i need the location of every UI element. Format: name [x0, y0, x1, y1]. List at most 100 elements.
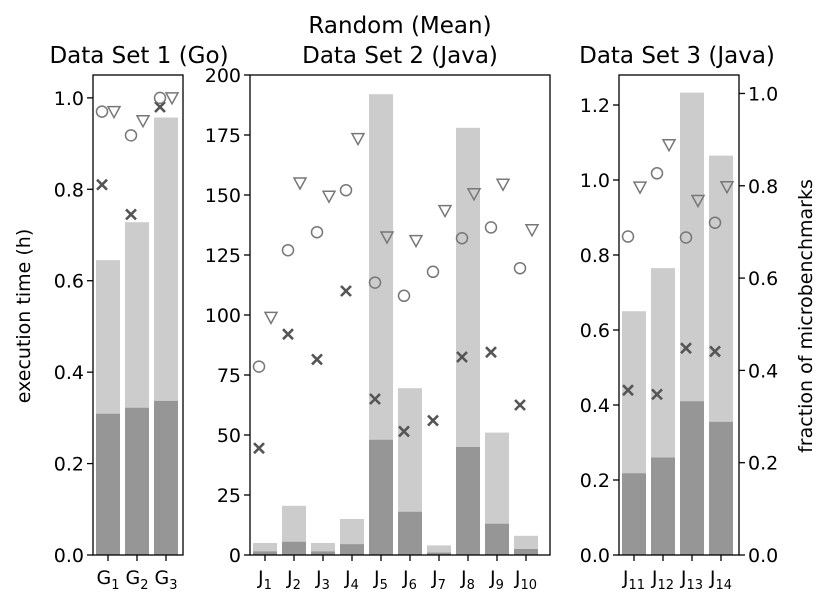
- y-tick-label: 200: [205, 65, 241, 87]
- marker-triangle: [466, 188, 482, 202]
- marker-circle: [252, 360, 266, 373]
- marker-x: [398, 425, 410, 438]
- x-tick-label: J14: [709, 567, 732, 593]
- x-tick-subscript: 1: [264, 578, 272, 593]
- y-tick-label: 50: [217, 425, 241, 447]
- panel-1: 0.00.20.40.60.81.0G1 G2 G3: [54, 74, 184, 593]
- marker-x: [514, 399, 526, 411]
- panel-1-title: Data Set 1 (Go): [49, 43, 228, 69]
- y-tick-label: 75: [217, 365, 241, 387]
- marker-triangle: [135, 114, 151, 129]
- x-tick-base: J: [680, 567, 687, 589]
- x-tick-base: J: [622, 567, 629, 589]
- y-tick-label: 0.6: [54, 271, 84, 293]
- left-y-axis-label: execution time (h): [13, 229, 35, 403]
- marker-circle: [397, 289, 411, 303]
- x-tick-label: J13: [680, 567, 703, 593]
- bar-reduced: [154, 400, 178, 555]
- y-tick-label: 150: [205, 185, 241, 207]
- marker-circle: [650, 167, 664, 180]
- bar-reduced: [680, 401, 704, 555]
- bar-reduced: [651, 457, 675, 555]
- marker-triangle: [632, 181, 648, 195]
- bar-reduced: [622, 473, 646, 555]
- marker-circle: [484, 221, 498, 234]
- x-tick-subscript: 8: [467, 578, 475, 593]
- x-tick-subscript: 4: [351, 578, 359, 593]
- marker-triangle: [321, 190, 337, 204]
- x-tick-label: J4: [344, 567, 359, 593]
- y-tick-label: 0.2: [54, 454, 84, 476]
- x-tick-base: J: [514, 567, 521, 589]
- y-tick-label: 0.6: [580, 320, 610, 342]
- y-tick-label: 125: [205, 245, 241, 267]
- x-tick-subscript: 12: [658, 578, 675, 593]
- main-title: Random (Mean): [308, 13, 491, 39]
- y-tick-label: 0: [229, 545, 241, 567]
- right-y-axis-label: fraction of microbenchmarks: [795, 179, 817, 453]
- x-tick-subscript: 9: [496, 578, 504, 593]
- x-tick-subscript: 3: [169, 578, 177, 593]
- marker-circle: [281, 243, 295, 257]
- y-tick-label: 1.0: [54, 88, 84, 110]
- y-tick-label: 0.2: [580, 470, 610, 492]
- marker-triangle: [690, 194, 706, 209]
- marker-x: [340, 285, 352, 297]
- bar-total: [427, 545, 451, 555]
- marker-triangle: [379, 231, 395, 245]
- x-tick-subscript: 2: [140, 578, 148, 593]
- y-tick-label: 100: [205, 305, 241, 327]
- marker-circle: [708, 216, 722, 229]
- x-tick-label: J3: [315, 567, 330, 593]
- marker-circle: [621, 230, 635, 243]
- x-tick-subscript: 1: [111, 578, 119, 593]
- y-tick-label: 0.8: [54, 179, 84, 201]
- bar-reduced: [709, 421, 733, 555]
- x-tick-subscript: 3: [322, 578, 330, 593]
- marker-circle: [95, 105, 109, 118]
- x-tick-subscript: 5: [380, 578, 388, 593]
- x-tick-subscript: 11: [629, 578, 646, 593]
- marker-x: [680, 342, 692, 355]
- x-tick-label: J12: [651, 567, 674, 593]
- marker-triangle: [437, 204, 453, 219]
- marker-x: [125, 208, 137, 221]
- x-tick-base: J: [709, 567, 716, 589]
- y-tick-label: 0.4: [54, 362, 84, 384]
- y-tick-label: 25: [217, 485, 241, 507]
- marker-triangle: [495, 178, 511, 192]
- right-y-tick-label: 0.8: [748, 176, 778, 198]
- bar-reduced: [456, 447, 480, 555]
- x-tick-subscript: 2: [293, 578, 301, 593]
- marker-x: [369, 393, 381, 405]
- x-tick-base: J: [257, 567, 264, 589]
- x-tick-label: J6: [402, 567, 417, 593]
- x-tick-label: G1: [96, 567, 119, 593]
- marker-circle: [310, 225, 324, 239]
- marker-x: [427, 414, 439, 427]
- x-tick-base: J: [460, 567, 467, 589]
- x-tick-label: G3: [154, 567, 177, 593]
- marker-circle: [513, 261, 527, 275]
- marker-x: [651, 388, 663, 401]
- x-tick-label: J5: [373, 567, 388, 593]
- marker-triangle: [350, 132, 366, 147]
- marker-circle: [339, 183, 353, 197]
- marker-x: [311, 353, 323, 366]
- marker-triangle: [408, 234, 424, 249]
- marker-x: [96, 178, 108, 191]
- y-tick-label: 1.2: [580, 95, 610, 117]
- x-tick-label: J1: [257, 567, 272, 593]
- x-tick-label: G2: [125, 567, 148, 593]
- x-tick-base: J: [431, 567, 438, 589]
- marker-x: [622, 384, 634, 397]
- x-tick-base: J: [373, 567, 380, 589]
- marker-x: [709, 345, 721, 358]
- x-tick-label: J7: [431, 567, 446, 593]
- x-tick-label: J11: [622, 567, 645, 593]
- marker-x: [456, 351, 468, 363]
- marker-triangle: [164, 92, 180, 106]
- y-tick-label: 175: [205, 125, 241, 147]
- marker-x: [253, 442, 265, 455]
- marker-triangle: [263, 311, 279, 325]
